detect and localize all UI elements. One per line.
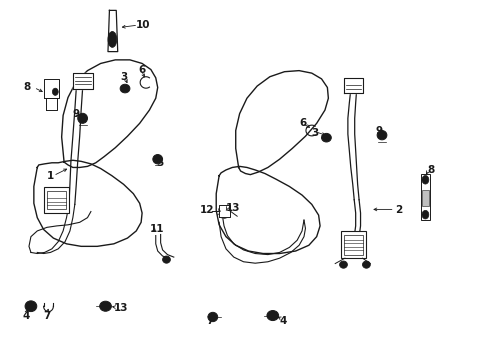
- Text: 9: 9: [374, 126, 382, 135]
- FancyBboxPatch shape: [47, 191, 65, 210]
- Text: 8: 8: [23, 82, 31, 93]
- Ellipse shape: [376, 131, 386, 140]
- FancyBboxPatch shape: [344, 235, 362, 255]
- Polygon shape: [219, 205, 229, 217]
- FancyBboxPatch shape: [420, 174, 429, 220]
- Polygon shape: [45, 98, 57, 110]
- Text: 9: 9: [73, 109, 80, 119]
- Text: 10: 10: [136, 20, 150, 30]
- Polygon shape: [344, 78, 362, 93]
- Polygon shape: [108, 10, 118, 51]
- FancyBboxPatch shape: [43, 187, 69, 213]
- Text: 3: 3: [311, 128, 318, 138]
- Ellipse shape: [339, 261, 346, 268]
- Text: 11: 11: [149, 225, 163, 234]
- Text: 13: 13: [114, 303, 128, 314]
- Text: 3: 3: [120, 72, 127, 82]
- FancyBboxPatch shape: [421, 190, 428, 206]
- Text: 4: 4: [279, 316, 286, 325]
- Polygon shape: [61, 60, 158, 167]
- Ellipse shape: [421, 210, 428, 219]
- Text: 6: 6: [299, 118, 306, 128]
- Polygon shape: [216, 166, 320, 253]
- Polygon shape: [34, 160, 142, 246]
- FancyBboxPatch shape: [340, 231, 366, 258]
- Ellipse shape: [78, 113, 87, 123]
- Text: 8: 8: [427, 165, 434, 175]
- Text: 7: 7: [43, 311, 51, 320]
- Polygon shape: [73, 73, 93, 89]
- Ellipse shape: [100, 301, 111, 311]
- Text: 2: 2: [394, 206, 401, 216]
- Ellipse shape: [153, 154, 162, 164]
- Ellipse shape: [421, 175, 428, 184]
- Ellipse shape: [162, 256, 170, 263]
- Text: 4: 4: [22, 311, 30, 320]
- Ellipse shape: [25, 301, 37, 312]
- Text: 5: 5: [156, 158, 163, 168]
- Ellipse shape: [219, 210, 228, 219]
- Polygon shape: [43, 78, 59, 98]
- Ellipse shape: [266, 311, 278, 320]
- Ellipse shape: [108, 32, 117, 47]
- Polygon shape: [235, 71, 328, 175]
- Text: 6: 6: [138, 64, 145, 75]
- Text: 13: 13: [225, 203, 240, 213]
- Text: 7: 7: [206, 316, 213, 325]
- Ellipse shape: [321, 134, 330, 142]
- Ellipse shape: [362, 261, 369, 268]
- Text: 12: 12: [200, 206, 214, 216]
- Ellipse shape: [52, 88, 58, 95]
- Text: 1: 1: [47, 171, 54, 181]
- Ellipse shape: [120, 84, 130, 93]
- Ellipse shape: [207, 312, 217, 321]
